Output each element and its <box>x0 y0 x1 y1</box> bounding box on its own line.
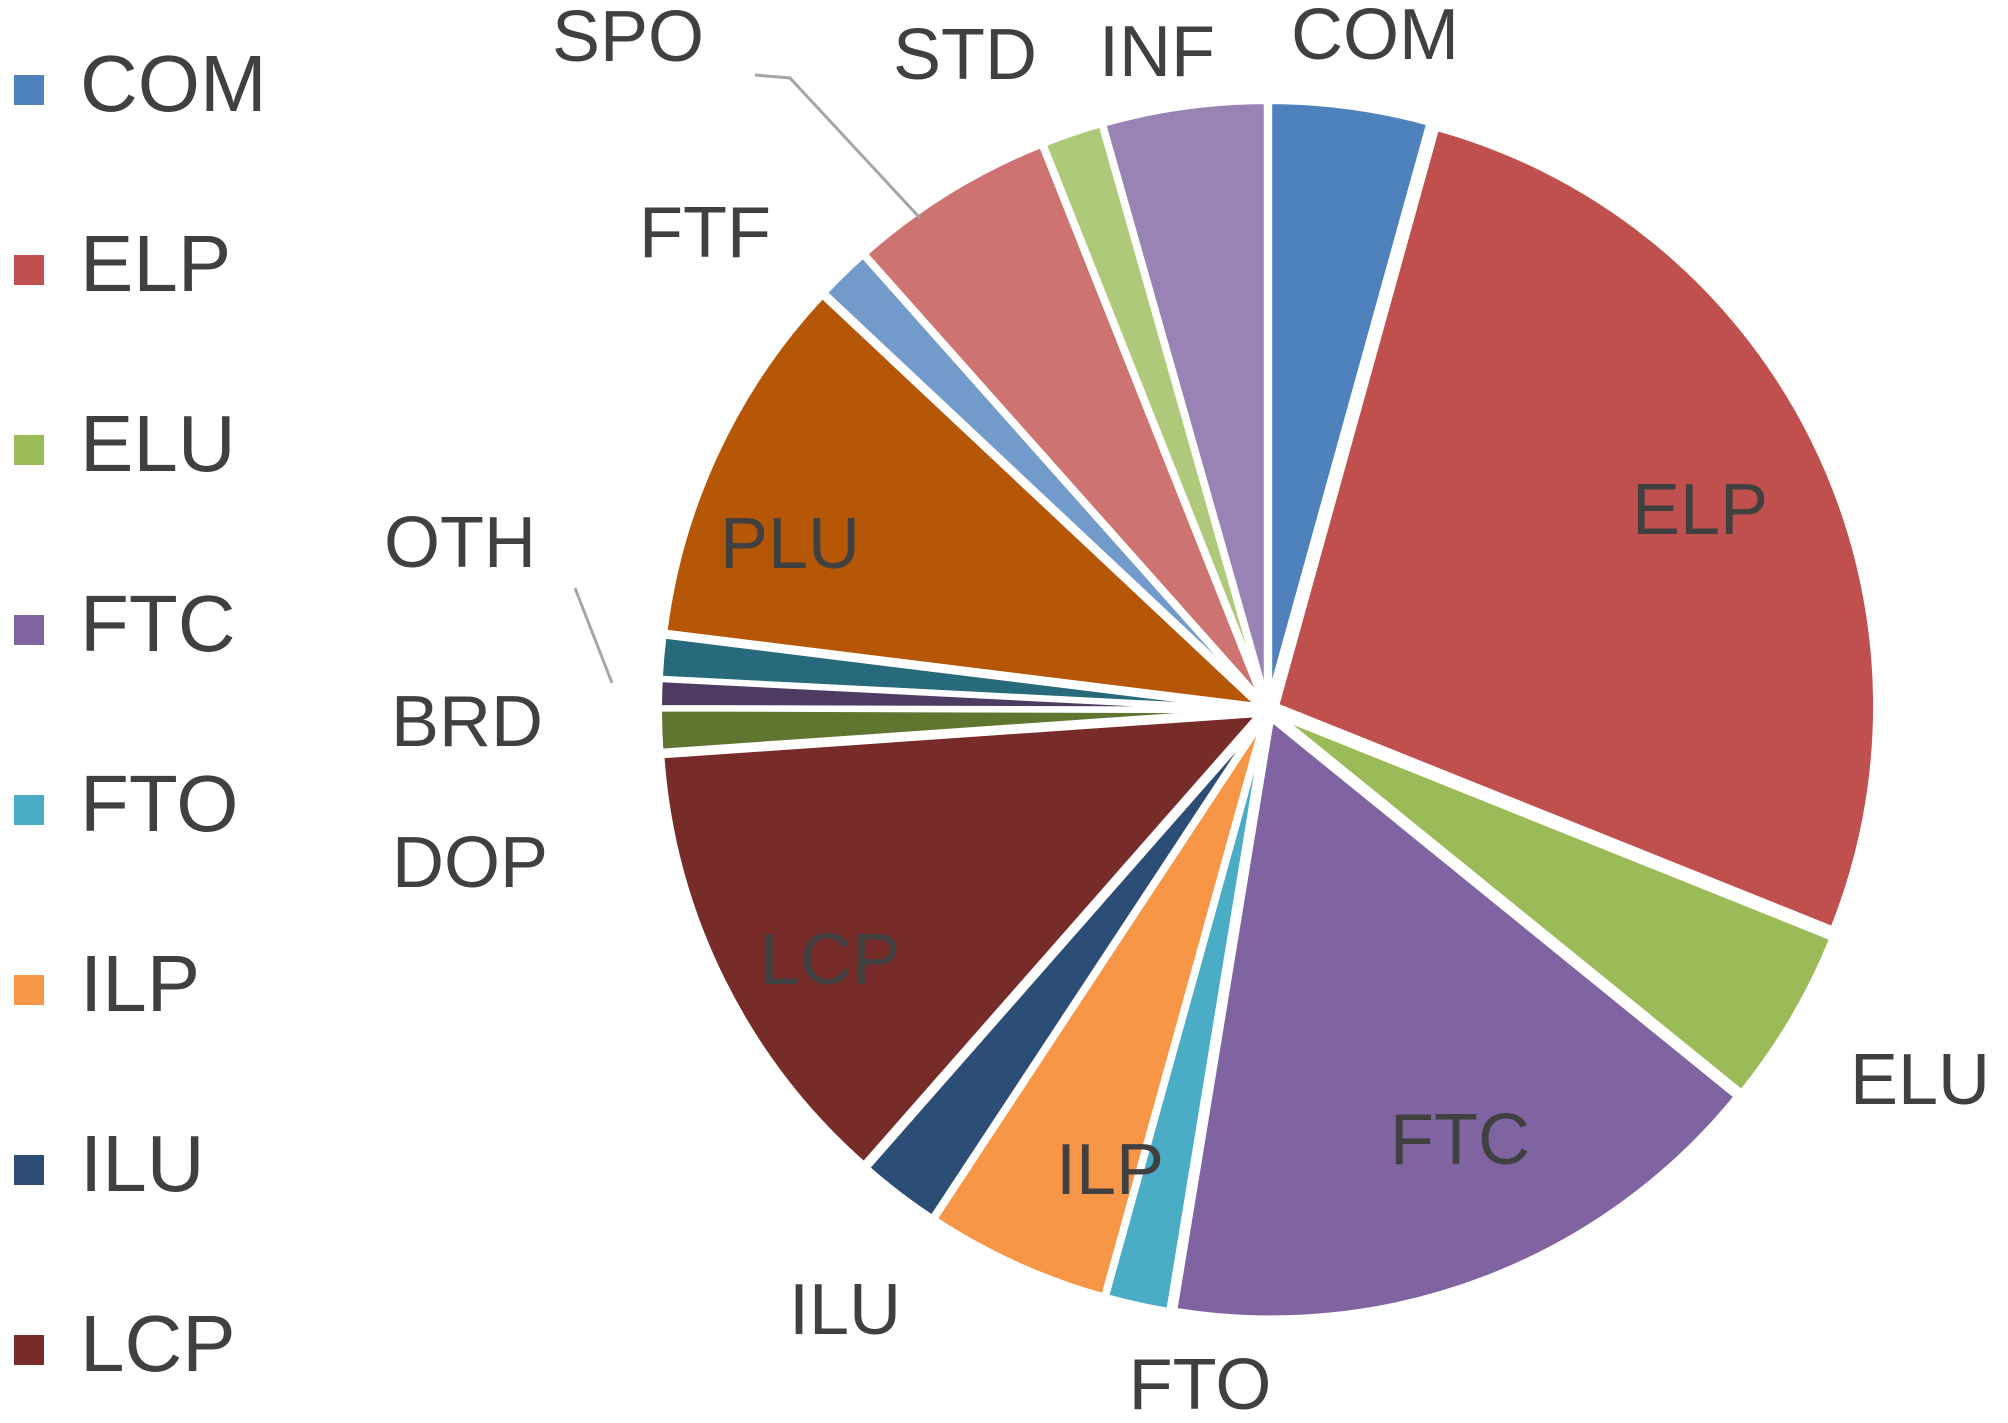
slice-label-elp: ELP <box>1632 470 1768 550</box>
legend-swatch-lcp <box>14 1335 44 1365</box>
legend-label-ilu: ILU <box>80 1119 205 1208</box>
legend-label-lcp: LCP <box>80 1299 236 1388</box>
legend-swatch-elp <box>14 255 44 285</box>
legend-item-elp: ELP <box>14 219 231 308</box>
legend-label-ilp: ILP <box>80 939 200 1028</box>
slice-label-ftc: FTC <box>1390 1100 1530 1180</box>
slice-label-inf: INF <box>1099 12 1215 92</box>
pie-slice-elu <box>1272 711 1836 1096</box>
pie-slice-elp <box>1273 124 1880 933</box>
slice-labels: COM ELP ELU FTC FTO ILP ILU LCP DOP BRD OTH PLU FTF S… <box>384 0 1990 1423</box>
pie-slice-ilp <box>931 715 1268 1300</box>
legend-item-ilp: ILP <box>14 939 200 1028</box>
legend-item-elu: ELU <box>14 399 236 488</box>
slice-label-lcp: LCP <box>760 920 900 1000</box>
legend-swatch-ilu <box>14 1155 44 1185</box>
legend-item-ftc: FTC <box>14 579 236 668</box>
pie-slice-spo <box>861 141 1267 706</box>
pie-slice-inf <box>1100 98 1270 705</box>
pie-slice-ftc <box>1171 715 1741 1322</box>
legend-swatch-elu <box>14 435 44 465</box>
legend-item-ilu: ILU <box>14 1119 205 1208</box>
slice-label-ftf: FTF <box>639 193 771 273</box>
pie-slice-lcp <box>658 710 1263 1168</box>
legend-label-ftc: FTC <box>80 579 236 668</box>
legend-item-fto: FTO <box>14 759 239 848</box>
legend-item-com: COM <box>14 39 267 128</box>
legend-swatch-ilp <box>14 975 44 1005</box>
slice-label-brd: BRD <box>391 682 543 762</box>
leader-lines <box>573 73 922 684</box>
legend-label-elp: ELP <box>80 219 231 308</box>
leader-line-spo <box>754 73 922 220</box>
legend-label-elu: ELU <box>80 399 236 488</box>
slice-label-oth: OTH <box>384 503 536 583</box>
slice-label-plu: PLU <box>720 504 860 584</box>
slice-label-std: STD <box>893 15 1037 95</box>
legend-swatch-fto <box>14 795 44 825</box>
pie-slices <box>655 98 1880 1322</box>
legend-item-lcp: LCP <box>14 1299 236 1388</box>
legend-swatch-com <box>14 75 44 105</box>
leader-line-oth <box>573 587 614 684</box>
slice-label-ilu: ILU <box>789 1270 901 1350</box>
slice-label-com: COM <box>1291 0 1459 75</box>
pie-slice-oth <box>656 632 1263 713</box>
legend-label-com: COM <box>80 39 267 128</box>
slice-label-spo: SPO <box>552 0 704 77</box>
legend: COM ELP ELU FTC FTO ILP ILU LCP <box>14 39 267 1388</box>
slice-label-ilp: ILP <box>1056 1130 1164 1210</box>
slice-label-elu: ELU <box>1850 1040 1990 1120</box>
slice-label-fto: FTO <box>1129 1345 1272 1423</box>
pie-slice-plu <box>661 292 1263 710</box>
legend-label-fto: FTO <box>80 759 239 848</box>
pie-slice-ilu <box>863 714 1266 1222</box>
slice-label-dop: DOP <box>392 823 548 903</box>
legend-swatch-ftc <box>14 615 44 645</box>
